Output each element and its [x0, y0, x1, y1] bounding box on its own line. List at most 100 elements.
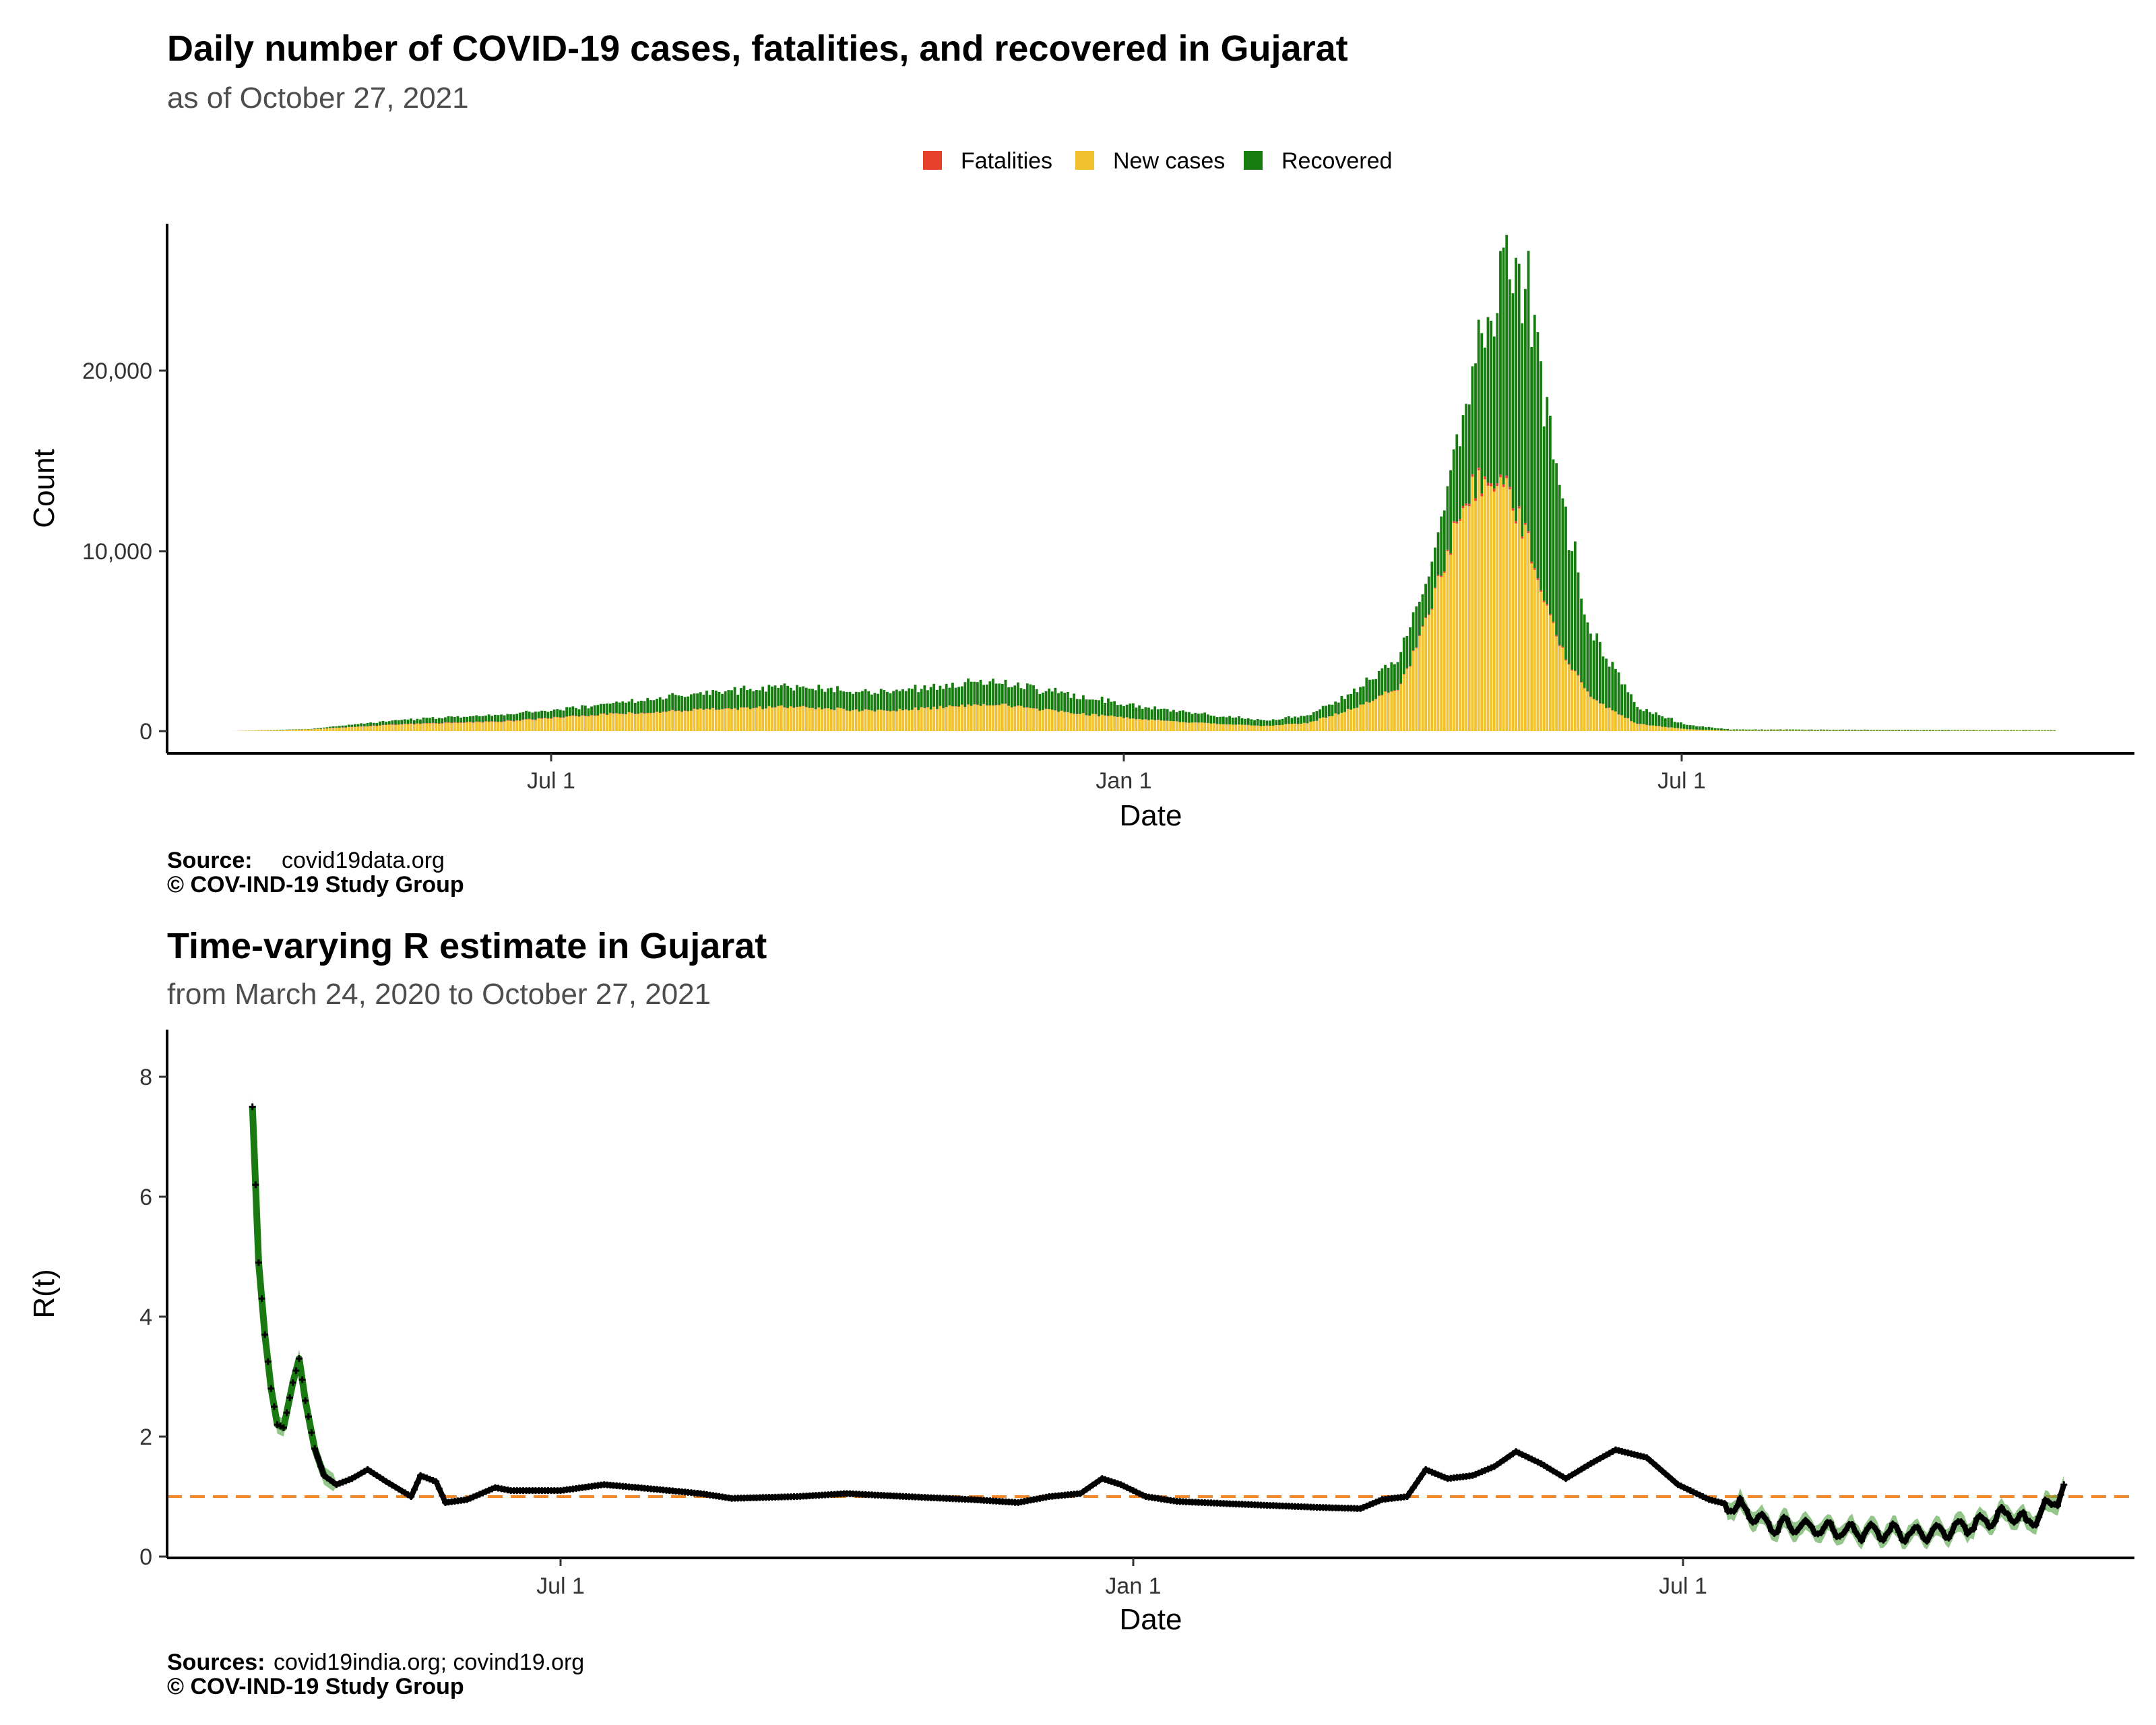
bar-new-cases: [1374, 699, 1378, 731]
bar-new-cases: [571, 716, 575, 731]
bar-new-cases: [1502, 487, 1505, 731]
bar-new-cases: [428, 723, 431, 731]
bar-new-cases: [823, 708, 827, 731]
bar-recovered: [419, 719, 422, 724]
bar-recovered: [1032, 685, 1035, 709]
bar-new-cases: [1122, 718, 1125, 731]
bar-new-cases: [1368, 702, 1371, 731]
bar-new-cases: [960, 704, 963, 731]
bar-new-cases: [1483, 479, 1486, 731]
bar-recovered: [1636, 707, 1639, 724]
bar-new-cases: [481, 722, 484, 731]
bar-recovered: [325, 727, 329, 728]
bar-recovered: [1561, 498, 1564, 647]
bar-new-cases: [1290, 724, 1294, 731]
bar-recovered: [1088, 699, 1091, 716]
bar-recovered: [1050, 691, 1054, 710]
bar-recovered: [1642, 711, 1645, 724]
bar-new-cases: [1844, 730, 1847, 731]
bar-new-cases: [1826, 730, 1829, 731]
bar-new-cases: [886, 711, 889, 731]
bar-new-cases: [387, 724, 391, 731]
rt-point: [1793, 1528, 1800, 1536]
bar-new-cases: [1688, 729, 1692, 731]
bar-recovered: [1492, 336, 1496, 489]
bar-new-cases: [951, 706, 954, 731]
bar-recovered: [435, 718, 437, 724]
bar-new-cases: [596, 716, 600, 731]
bar-recovered: [512, 714, 515, 721]
bar-fatalities: [1442, 571, 1446, 573]
bar-recovered: [749, 689, 752, 710]
bar-new-cases: [478, 722, 481, 731]
bar-new-cases: [1546, 605, 1549, 731]
bar-recovered: [475, 715, 478, 722]
rt-point: [1416, 1475, 1423, 1482]
bar-fatalities: [1561, 646, 1564, 648]
bar-recovered: [718, 691, 721, 710]
bar-recovered: [391, 720, 394, 725]
bar-new-cases: [1153, 720, 1157, 731]
bar-new-cases: [1623, 718, 1626, 731]
bar-recovered: [821, 689, 823, 710]
rt-point: [1855, 1532, 1862, 1540]
bar-recovered: [693, 693, 696, 709]
bar-recovered: [680, 695, 683, 712]
bar-fatalities: [1511, 508, 1515, 511]
bar-new-cases: [758, 706, 761, 731]
bar-new-cases: [1953, 730, 1957, 731]
bar-new-cases: [518, 721, 521, 731]
bar-new-cases: [1287, 724, 1290, 731]
bar-recovered: [506, 714, 509, 720]
bar-new-cases: [1555, 636, 1558, 731]
bar-new-cases: [1932, 730, 1934, 731]
bar-recovered: [892, 691, 895, 711]
bar-new-cases: [864, 709, 867, 731]
bar-fatalities: [1384, 691, 1387, 692]
bar-recovered: [521, 712, 525, 720]
bar-fatalities: [1402, 674, 1405, 675]
bar-recovered: [1184, 712, 1188, 723]
bar-new-cases: [431, 723, 435, 731]
bar-new-cases: [419, 724, 422, 731]
bar-new-cases: [631, 713, 633, 731]
bar-new-cases: [1356, 708, 1359, 731]
bar-recovered: [767, 685, 771, 706]
bar-recovered: [1319, 709, 1321, 718]
bar-new-cases: [300, 729, 304, 731]
bar-new-cases: [251, 730, 254, 731]
bar-new-cases: [2053, 730, 2056, 731]
bar-recovered: [1761, 729, 1763, 731]
bar-recovered: [503, 715, 506, 722]
legend-fatalities-swatch: [923, 151, 942, 170]
rt-point: [298, 1376, 306, 1383]
bar-new-cases: [412, 724, 416, 731]
chart2-x-ticks: Jul 1 Jan 1 Jul 1: [536, 1558, 1707, 1599]
bar-new-cases: [1655, 726, 1657, 731]
rt-point: [1786, 1524, 1794, 1530]
bar-new-cases: [360, 726, 363, 731]
bar-recovered: [1608, 666, 1611, 708]
bar-new-cases: [534, 720, 537, 731]
bar-new-cases: [889, 711, 892, 731]
bar-fatalities: [1515, 521, 1517, 524]
bar-recovered: [1352, 688, 1356, 709]
bar-new-cases: [1819, 730, 1822, 731]
bar-new-cases: [1001, 703, 1004, 731]
bar-new-cases: [1505, 478, 1509, 731]
bar-recovered: [1312, 712, 1315, 722]
bar-fatalities: [546, 718, 550, 719]
bar-recovered: [1711, 727, 1713, 730]
bar-new-cases: [954, 706, 957, 731]
bar-recovered: [917, 692, 920, 710]
bar-fatalities: [447, 722, 450, 723]
bar-new-cases: [1988, 730, 1991, 731]
bar-new-cases: [1244, 724, 1247, 731]
bar-new-cases: [540, 718, 544, 731]
bar-new-cases: [379, 726, 381, 731]
bar-recovered: [976, 682, 979, 705]
bar-new-cases: [923, 708, 926, 731]
bar-new-cases: [1455, 523, 1459, 731]
bar-new-cases: [665, 712, 668, 731]
bar-new-cases: [652, 713, 656, 731]
